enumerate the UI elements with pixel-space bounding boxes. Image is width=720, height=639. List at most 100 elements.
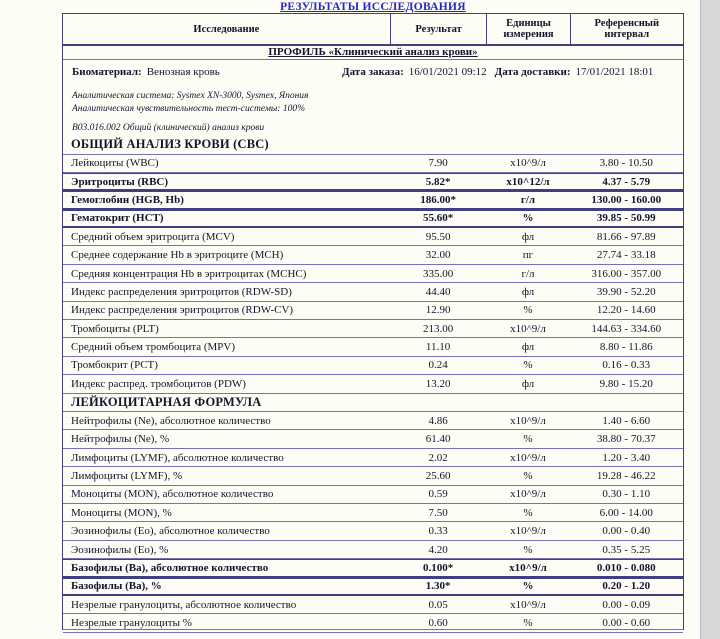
table-row: Нейтрофилы (Ne), абсолютное количество 4.…: [63, 412, 683, 431]
row-reference: 0.20 - 1.20: [602, 580, 651, 593]
row-units: фл: [521, 377, 535, 390]
row-result: 1.30*: [425, 580, 451, 593]
row-result: 55.60*: [422, 212, 454, 225]
row-name: Базофилы (Ba), %: [71, 580, 162, 593]
row-result: 0.60: [428, 617, 448, 630]
note-service-code: В03.016.002 Общий (клинический) анализ к…: [72, 123, 265, 133]
dates: Дата заказа: 16/01/2021 09:12 Дата доставк…: [342, 66, 661, 78]
row-units: %: [523, 359, 533, 372]
row-result: 61.40: [425, 433, 451, 446]
table-row: Средняя концентрация Hb в эритроцитах (M…: [63, 265, 683, 284]
sections-root: ОБЩИЙ АНАЛИЗ КРОВИ (CBC) Лейкоциты (WBC) 7…: [63, 136, 683, 633]
table-row: Лимфоциты (LYMF), абсолютное количество 2…: [63, 449, 683, 468]
row-result: 13.20: [425, 377, 451, 390]
row-reference: 6.00 - 14.00: [599, 506, 653, 519]
row-units: фл: [521, 285, 535, 298]
row-result: 7.50: [428, 506, 448, 519]
table-row: Гемоглобин (HGB, Hb) 186.00* г/л 130.00 - 1…: [63, 191, 683, 210]
row-reference: 81.66 - 97.89: [596, 230, 656, 243]
delivery-date-value: 17/01/2021 18:01: [575, 66, 654, 78]
table-row: Тромбокрит (PCT) 0.24% 0.16 - 0.33: [63, 357, 683, 376]
row-units: пг: [522, 249, 534, 262]
row-reference: 0.35 - 5.25: [602, 543, 651, 556]
row-result: 5.82*: [425, 175, 451, 188]
row-name: Индекс распределения эритроцитов (RDW-SD…: [71, 285, 292, 298]
row-name: Средний объем тромбоцита (MPV): [71, 341, 235, 354]
row-units: x10^9/л: [510, 322, 546, 335]
row-reference: 0.00 - 0.40: [602, 525, 651, 538]
row-reference: 0.010 - 0.080: [596, 561, 656, 574]
row-units: x10^9/л: [510, 157, 546, 170]
row-reference: 0.30 - 1.10: [602, 488, 651, 501]
biomaterial-label: Биоматериал:: [72, 66, 142, 78]
table-row: Среднее содержание Hb в эритроците (MCH)…: [63, 246, 683, 265]
profile-title: ПРОФИЛЬ «Клинический анализ крови»: [63, 46, 683, 60]
table-row: Эозинофилы (Eo), абсолютное количество 0.…: [63, 522, 683, 541]
row-reference: 8.80 - 11.86: [599, 341, 653, 354]
row-units: %: [523, 617, 533, 630]
row-name: Базофилы (Ba), абсолютное количество: [71, 561, 269, 574]
row-units: %: [523, 506, 533, 519]
row-reference: 0.00 - 0.60: [602, 617, 651, 630]
row-result: 186.00*: [420, 193, 456, 206]
table-row: Моноциты (MON), абсолютное количество 0.5…: [63, 486, 683, 505]
row-units: x10^9/л: [510, 488, 546, 501]
row-reference: 38.80 - 70.37: [596, 433, 656, 446]
row-units: %: [523, 543, 533, 556]
row-units: x10^9/л: [510, 451, 546, 464]
analytical-notes: Аналитическая система: Sysmex XN-3000, S…: [63, 83, 683, 136]
row-reference: 12.20 - 14.60: [596, 304, 656, 317]
row-result: 95.50: [425, 230, 451, 243]
row-name: Эозинофилы (Eo), абсолютное количество: [71, 525, 270, 538]
row-name: Среднее содержание Hb в эритроците (MCH): [71, 249, 284, 262]
results-table: Исследование Результат Единицы измерения…: [62, 13, 684, 633]
delivery-date-label: Дата доставки:: [494, 66, 571, 78]
row-name: Эозинофилы (Eo), %: [71, 543, 169, 556]
row-reference: 19.28 - 46.22: [596, 469, 656, 482]
row-result: 0.33: [428, 525, 448, 538]
row-result: 44.40: [425, 285, 451, 298]
table-row: Гематокрит (HCT) 55.60*% 39.85 - 50.99: [63, 209, 683, 229]
row-result: 335.00: [422, 267, 454, 280]
row-name: Моноциты (MON), %: [71, 506, 172, 519]
column-header-units: Единицы измерения: [486, 14, 569, 44]
table-row: Индекс распределения эритроцитов (RDW-SD…: [63, 283, 683, 302]
table-row: Эритроциты (RBC) 5.82* x10^12/л 4.37 - 5.79: [63, 172, 683, 192]
order-date-label: Дата заказа:: [342, 66, 404, 78]
row-result: 4.20: [428, 543, 448, 556]
row-result: 2.02: [428, 451, 448, 464]
page-margin: [700, 0, 720, 639]
row-result: 0.24: [428, 359, 448, 372]
row-reference: 0.16 - 0.33: [602, 359, 651, 372]
document-title: РЕЗУЛЬТАТЫ ИССЛЕДОВАНИЯ: [280, 1, 466, 13]
biomaterial-value: Венозная кровь: [146, 66, 220, 78]
table-row: Незрелые гранулоциты % 0.60% 0.00 - 0.60: [63, 614, 683, 633]
biomaterial: Биоматериал: Венозная кровь: [72, 66, 228, 78]
row-units: г/л: [520, 193, 536, 206]
row-name: Нейтрофилы (Ne), абсолютное количество: [71, 414, 271, 427]
order-date-value: 16/01/2021 09:12: [408, 66, 487, 78]
row-reference: 316.00 - 357.00: [591, 267, 662, 280]
table-row: Лимфоциты (LYMF), % 25.60% 19.28 - 46.22: [63, 467, 683, 486]
row-units: фл: [521, 341, 535, 354]
column-header-result: Результат: [389, 14, 487, 44]
row-name: Гематокрит (HCT): [71, 212, 164, 225]
row-name: Лимфоциты (LYMF), %: [71, 469, 183, 482]
row-result: 4.86: [428, 414, 448, 427]
row-name: Моноциты (MON), абсолютное количество: [71, 488, 274, 501]
table-row: Моноциты (MON), % 7.50% 6.00 - 14.00: [63, 504, 683, 523]
section-title: ЛЕЙКОЦИТАРНАЯ ФОРМУЛА: [63, 394, 683, 413]
row-reference: 130.00 - 160.00: [591, 193, 662, 206]
row-units: x10^9/л: [509, 561, 547, 574]
row-units: %: [523, 304, 533, 317]
row-name: Нейтрофилы (Ne), %: [71, 433, 170, 446]
table-row: Лейкоциты (WBC) 7.90 x10^9/л 3.80 - 10.50: [63, 155, 683, 173]
row-name: Лейкоциты (WBC): [71, 157, 159, 170]
section-title: ОБЩИЙ АНАЛИЗ КРОВИ (CBC): [63, 136, 683, 155]
row-reference: 1.20 - 3.40: [602, 451, 651, 464]
row-name: Лимфоциты (LYMF), абсолютное количество: [71, 451, 284, 464]
table-row: Базофилы (Ba), абсолютное количество 0.10…: [63, 559, 683, 578]
table-row: Базофилы (Ba), % 1.30*% 0.20 - 1.20: [63, 577, 683, 596]
row-units: x10^12/л: [506, 175, 550, 188]
row-name: Тромбокрит (PCT): [71, 359, 158, 372]
